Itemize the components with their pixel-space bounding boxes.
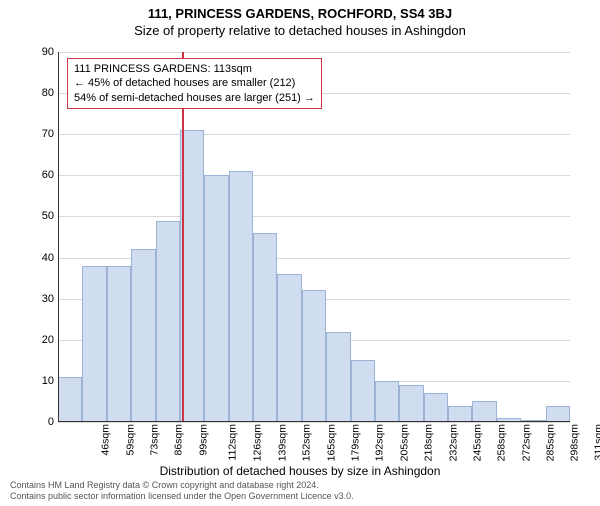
x-tick-label: 245sqm [471,424,483,461]
annotation-line-3: 54% of semi-detached houses are larger (… [74,91,315,105]
x-tick-label: 179sqm [349,424,361,461]
x-tick-label: 272sqm [520,424,532,461]
x-tick-label: 205sqm [398,424,410,461]
y-tick-label: 70 [24,128,54,140]
histogram-bar [351,360,375,422]
x-tick-label: 218sqm [423,424,435,461]
y-tick-label: 20 [24,334,54,346]
x-tick-label: 112sqm [227,424,239,461]
grid-line [58,216,570,217]
histogram-bar [156,221,180,422]
y-tick-label: 50 [24,210,54,222]
x-tick-label: 139sqm [276,424,288,461]
y-tick-label: 10 [24,375,54,387]
x-tick-label: 258sqm [496,424,508,461]
histogram-bar [204,175,228,422]
x-tick-label: 232sqm [447,424,459,461]
y-tick-label: 60 [24,169,54,181]
x-tick-label: 311sqm [592,424,600,461]
y-tick-label: 80 [24,87,54,99]
y-tick-label: 90 [24,46,54,58]
histogram-bar [448,406,472,422]
x-tick-label: 99sqm [197,424,209,456]
histogram-bar [424,393,448,422]
y-tick-label: 30 [24,293,54,305]
grid-line [58,52,570,53]
x-tick-label: 46sqm [100,424,112,456]
annotation-box: 111 PRINCESS GARDENS: 113sqm ← 45% of de… [67,58,322,109]
x-tick-label: 298sqm [569,424,581,461]
histogram-bar [302,290,326,422]
x-tick-label: 152sqm [301,424,313,461]
grid-line [58,175,570,176]
annotation-line-2: ← 45% of detached houses are smaller (21… [74,76,315,90]
y-axis-line [58,52,59,422]
histogram-bar [58,377,82,422]
histogram-bar [82,266,106,422]
x-tick-label: 285sqm [544,424,556,461]
y-tick-label: 0 [24,416,54,428]
x-tick-label: 73sqm [148,424,160,456]
grid-line [58,134,570,135]
histogram-bar [546,406,570,422]
histogram-bar [399,385,423,422]
x-tick-label: 126sqm [252,424,264,461]
chart-title: 111, PRINCESS GARDENS, ROCHFORD, SS4 3BJ [0,6,600,21]
histogram-bar [472,401,496,422]
x-tick-label: 86sqm [173,424,185,456]
x-tick-label: 192sqm [374,424,386,461]
footer-line-1: Contains HM Land Registry data © Crown c… [10,480,354,491]
y-tick-label: 40 [24,252,54,264]
x-tick-label: 59sqm [124,424,136,456]
x-axis-label: Distribution of detached houses by size … [0,464,600,478]
histogram-bar [229,171,253,422]
x-tick-label: 165sqm [325,424,337,461]
annotation-line-1: 111 PRINCESS GARDENS: 113sqm [74,62,315,76]
footer-attribution: Contains HM Land Registry data © Crown c… [10,480,354,502]
histogram-bar [326,332,350,422]
footer-line-2: Contains public sector information licen… [10,491,354,502]
histogram-bar [107,266,131,422]
histogram-bar [375,381,399,422]
histogram-bar [277,274,301,422]
chart-subtitle: Size of property relative to detached ho… [0,23,600,38]
histogram-bar [131,249,155,422]
x-axis-line [58,421,570,422]
histogram-bar [253,233,277,422]
